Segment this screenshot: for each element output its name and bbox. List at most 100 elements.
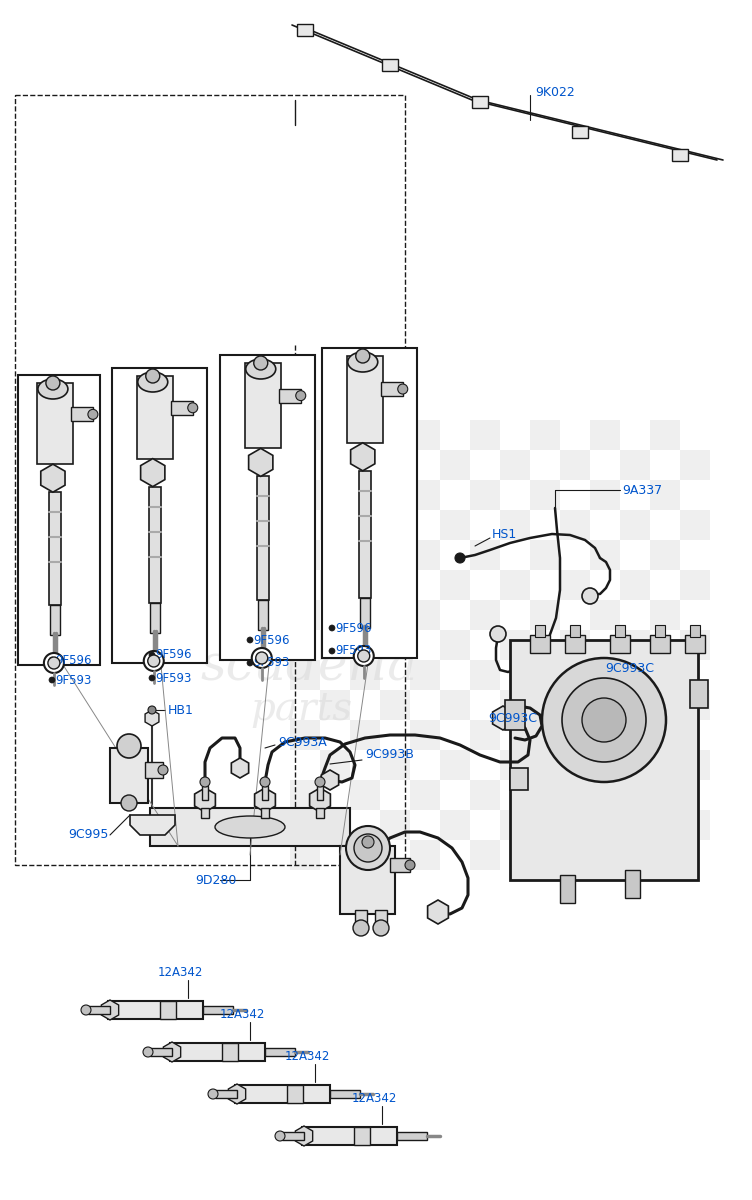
Circle shape <box>256 652 268 664</box>
Circle shape <box>296 391 306 401</box>
Circle shape <box>149 652 155 658</box>
Bar <box>145 762 163 778</box>
Bar <box>650 540 680 570</box>
Bar <box>282 1132 304 1140</box>
Text: scuderia: scuderia <box>200 642 417 691</box>
Bar <box>201 808 209 818</box>
Bar <box>510 640 698 880</box>
Polygon shape <box>321 770 338 790</box>
Bar <box>410 480 440 510</box>
Bar <box>88 1006 110 1014</box>
Bar <box>290 480 320 510</box>
Text: 9F593: 9F593 <box>335 644 371 658</box>
Bar <box>565 635 585 653</box>
Bar <box>590 720 620 750</box>
Bar <box>350 420 380 450</box>
Bar <box>171 401 193 415</box>
Bar <box>620 690 650 720</box>
Bar <box>265 1048 295 1056</box>
Circle shape <box>315 778 325 787</box>
Bar <box>680 510 710 540</box>
Bar <box>380 630 410 660</box>
Bar <box>290 540 320 570</box>
Bar <box>354 1127 370 1145</box>
Bar <box>590 540 620 570</box>
Text: 9F596: 9F596 <box>155 648 192 661</box>
Bar <box>560 875 575 902</box>
Bar <box>137 376 173 458</box>
Circle shape <box>582 698 626 742</box>
Bar <box>375 910 387 928</box>
Circle shape <box>405 860 415 870</box>
Bar <box>350 840 380 870</box>
Bar <box>620 810 650 840</box>
Bar <box>112 368 207 662</box>
Polygon shape <box>428 900 448 924</box>
Circle shape <box>329 648 335 654</box>
Circle shape <box>48 658 60 670</box>
Bar <box>290 840 320 870</box>
Bar <box>500 810 530 840</box>
Bar <box>680 750 710 780</box>
Bar <box>347 356 383 443</box>
Bar <box>650 635 670 653</box>
Bar <box>37 383 73 464</box>
Bar <box>290 780 320 810</box>
Text: 9F596: 9F596 <box>55 654 92 666</box>
Polygon shape <box>145 710 159 726</box>
Polygon shape <box>310 788 330 812</box>
Text: 9F596: 9F596 <box>253 634 290 647</box>
Bar <box>320 690 350 720</box>
Bar <box>590 420 620 450</box>
Bar <box>397 1132 427 1140</box>
Bar <box>672 149 688 161</box>
Bar <box>440 690 470 720</box>
Bar <box>18 374 100 665</box>
Circle shape <box>148 706 156 714</box>
Text: 9F593: 9F593 <box>155 672 191 684</box>
Bar <box>470 600 500 630</box>
Bar <box>500 450 530 480</box>
Bar <box>560 690 590 720</box>
Bar <box>680 630 710 660</box>
Text: 9A337: 9A337 <box>622 484 662 497</box>
Circle shape <box>354 834 382 862</box>
Bar <box>290 720 320 750</box>
Bar <box>320 570 350 600</box>
Circle shape <box>358 650 370 662</box>
Circle shape <box>144 650 164 671</box>
Bar <box>50 605 60 635</box>
Circle shape <box>49 658 55 662</box>
Circle shape <box>490 626 506 642</box>
Text: 12A342: 12A342 <box>352 1092 397 1104</box>
Circle shape <box>147 655 159 667</box>
Text: 9C993C: 9C993C <box>488 712 537 725</box>
Bar <box>380 510 410 540</box>
Bar <box>150 808 350 846</box>
Text: 9F596: 9F596 <box>335 622 371 635</box>
Bar <box>440 570 470 600</box>
Polygon shape <box>195 788 215 812</box>
Text: 9C993B: 9C993B <box>365 749 414 762</box>
Circle shape <box>398 384 408 394</box>
Polygon shape <box>493 706 514 730</box>
Bar <box>500 630 530 660</box>
Polygon shape <box>249 449 273 476</box>
Ellipse shape <box>215 816 285 838</box>
Polygon shape <box>232 758 249 778</box>
Circle shape <box>200 778 210 787</box>
Bar <box>472 96 488 108</box>
Circle shape <box>247 637 253 643</box>
Circle shape <box>49 677 55 683</box>
Bar <box>302 1127 397 1145</box>
Circle shape <box>188 403 198 413</box>
Bar <box>381 382 403 396</box>
Polygon shape <box>41 464 65 492</box>
Circle shape <box>353 646 374 666</box>
Bar <box>590 480 620 510</box>
Bar <box>297 24 313 36</box>
Bar <box>390 858 410 872</box>
Bar <box>410 420 440 450</box>
Circle shape <box>247 660 253 666</box>
Bar <box>570 625 580 637</box>
